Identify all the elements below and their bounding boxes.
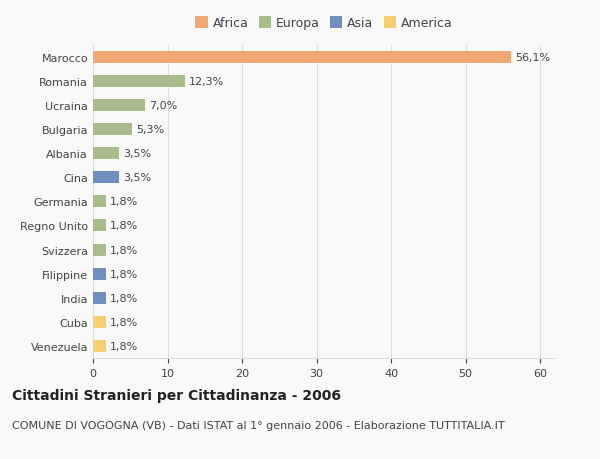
Text: 3,5%: 3,5% xyxy=(123,149,151,159)
Text: 1,8%: 1,8% xyxy=(110,221,139,231)
Bar xyxy=(93,244,106,256)
Text: 1,8%: 1,8% xyxy=(110,293,139,303)
Text: 1,8%: 1,8% xyxy=(110,317,139,327)
Bar xyxy=(93,220,106,232)
Bar xyxy=(93,100,145,112)
Bar xyxy=(93,172,119,184)
Text: 7,0%: 7,0% xyxy=(149,101,177,111)
Bar xyxy=(93,268,106,280)
Text: 1,8%: 1,8% xyxy=(110,245,139,255)
Text: 1,8%: 1,8% xyxy=(110,197,139,207)
Legend: Africa, Europa, Asia, America: Africa, Europa, Asia, America xyxy=(193,15,455,33)
Bar xyxy=(93,316,106,328)
Text: Cittadini Stranieri per Cittadinanza - 2006: Cittadini Stranieri per Cittadinanza - 2… xyxy=(12,388,341,402)
Bar xyxy=(93,124,133,136)
Text: 12,3%: 12,3% xyxy=(188,77,224,87)
Bar xyxy=(93,148,119,160)
Text: 56,1%: 56,1% xyxy=(515,53,550,63)
Bar xyxy=(93,196,106,208)
Text: 3,5%: 3,5% xyxy=(123,173,151,183)
Bar xyxy=(93,52,511,64)
Bar xyxy=(93,340,106,352)
Text: 1,8%: 1,8% xyxy=(110,269,139,279)
Bar xyxy=(93,292,106,304)
Text: 5,3%: 5,3% xyxy=(136,125,164,135)
Text: 1,8%: 1,8% xyxy=(110,341,139,351)
Text: COMUNE DI VOGOGNA (VB) - Dati ISTAT al 1° gennaio 2006 - Elaborazione TUTTITALIA: COMUNE DI VOGOGNA (VB) - Dati ISTAT al 1… xyxy=(12,420,505,430)
Bar xyxy=(93,76,185,88)
